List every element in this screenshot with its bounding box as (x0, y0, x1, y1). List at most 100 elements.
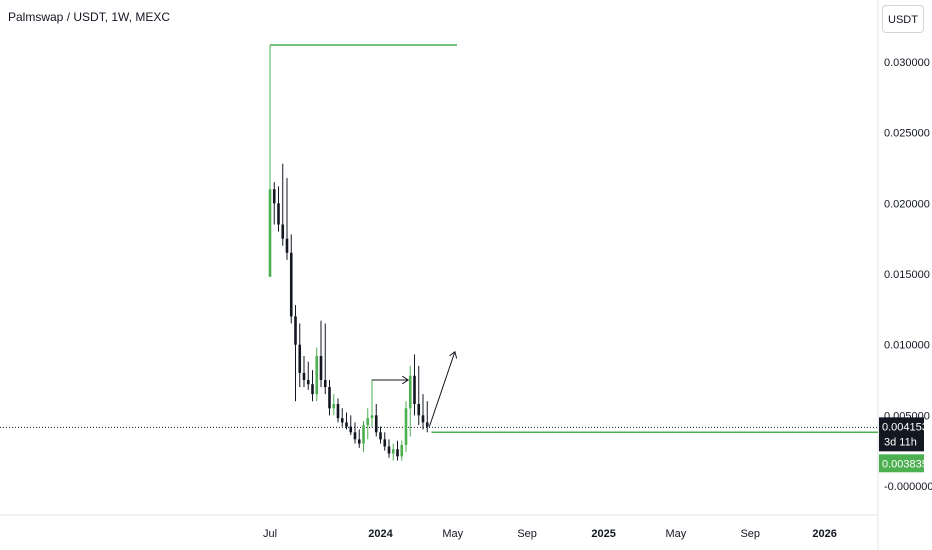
currency-button[interactable]: USDT (882, 5, 924, 33)
candle-body (404, 408, 408, 446)
x-tick-label: May (665, 528, 686, 540)
annotations-layer (0, 44, 878, 434)
tick-labels-layer: 0.030000 0.025000 0.020000 0.015000 0.010000… (263, 57, 932, 540)
candle (277, 186, 280, 232)
candle (268, 45, 272, 277)
candle-body (370, 415, 374, 419)
candle (311, 370, 314, 402)
candle (353, 422, 357, 444)
candle-body (340, 418, 344, 423)
candle (400, 440, 404, 461)
candle-body (417, 404, 421, 416)
candle-body (289, 252, 293, 317)
candle (362, 420, 365, 453)
candle (370, 380, 374, 427)
candle-body (298, 344, 302, 373)
price-tags-layer: 0.004153 3d 11h 0.003835 (879, 417, 928, 473)
candle (404, 401, 408, 453)
candle-body (353, 432, 357, 440)
axes-layer (0, 0, 879, 550)
support-price-tag (879, 454, 924, 473)
candle (285, 177, 289, 260)
candle-body (323, 380, 327, 388)
candle (315, 347, 319, 402)
candle-body (332, 404, 336, 409)
candle-body (425, 422, 429, 427)
chart-title: Palmswap / USDT, 1W, MEXC (8, 10, 171, 24)
x-tick-label: 2024 (368, 528, 393, 540)
candle (332, 394, 336, 416)
step-arrow (371, 380, 408, 416)
candle (340, 408, 344, 427)
candle-body (294, 316, 297, 345)
candle-body (387, 446, 391, 454)
candle-body (413, 375, 416, 405)
candle (289, 234, 293, 324)
x-tick-label: Sep (740, 528, 760, 540)
candle (425, 401, 429, 433)
candle-body (396, 449, 399, 457)
candle (408, 365, 412, 437)
x-tick-label: 2026 (812, 528, 836, 540)
x-tick-label: 2025 (591, 528, 615, 540)
candle-body (383, 439, 387, 447)
candle-body (306, 380, 310, 385)
candle (319, 320, 323, 388)
candle-body (336, 404, 340, 419)
y-tick-label: -0.000000 (884, 481, 932, 493)
candle (281, 163, 285, 246)
candle (323, 323, 327, 395)
candle (366, 408, 370, 440)
candle-body (268, 189, 272, 277)
candles-layer (268, 45, 429, 461)
candle (396, 440, 399, 461)
candle-body (272, 189, 276, 204)
candle (349, 415, 353, 436)
candle-body (285, 238, 289, 253)
candle (374, 404, 378, 437)
candle (413, 354, 416, 416)
y-tick-label: 0.015000 (884, 269, 930, 281)
candle-body (421, 415, 425, 423)
candle (357, 429, 361, 448)
candle-body (374, 415, 378, 433)
candle-body (281, 224, 285, 239)
candle (383, 432, 387, 451)
candle-body (362, 425, 365, 444)
candle (272, 182, 276, 225)
bar-countdown: 3d 11h (884, 436, 917, 448)
y-tick-label: 0.025000 (884, 128, 930, 140)
last-price-tag (879, 417, 924, 452)
candle-body (345, 422, 348, 427)
candle-body (277, 203, 280, 225)
candle-body (391, 449, 395, 454)
x-tick-label: May (442, 528, 463, 540)
candle (379, 426, 382, 444)
x-tick-label: Jul (263, 528, 277, 540)
trend-arrow (428, 352, 455, 427)
candle-body (408, 375, 412, 409)
last-price-value: 0.004153 (882, 421, 928, 433)
candle (387, 439, 391, 458)
candle (417, 365, 421, 426)
x-tick-label: Sep (517, 528, 537, 540)
candle (345, 412, 348, 430)
candle (294, 305, 297, 402)
candle (328, 380, 331, 416)
candle (298, 323, 302, 388)
y-tick-label: 0.010000 (884, 340, 930, 352)
candle-body (366, 418, 370, 426)
candle-body (349, 426, 353, 433)
candle-body (315, 355, 319, 395)
support-price-value: 0.003835 (882, 458, 928, 470)
candle-body (400, 445, 404, 457)
y-tick-label: 0.030000 (884, 57, 930, 69)
y-tick-label: 0.020000 (884, 198, 930, 210)
candle-body (319, 355, 323, 380)
candle-body (311, 384, 314, 395)
candle (306, 361, 310, 390)
candle-body (302, 372, 306, 380)
candle-body (379, 432, 382, 440)
candle-body (357, 439, 361, 444)
